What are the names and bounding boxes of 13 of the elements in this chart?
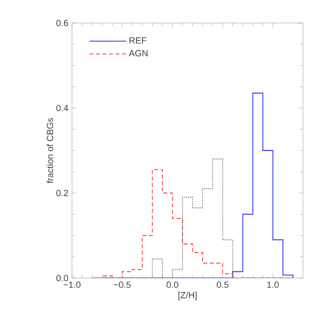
x-axis-title: [Z/H]: [178, 292, 197, 300]
y-tick-label: 0.2: [56, 190, 68, 196]
legend-label: AGN: [128, 50, 148, 56]
x-tick-label: −0.5: [114, 282, 131, 288]
y-tick-label: 0.4: [56, 104, 68, 112]
x-tick-label: 1.0: [267, 282, 279, 288]
y-axis-title: fraction of CBGs: [46, 118, 54, 184]
x-tick-label: 0.0: [166, 282, 178, 288]
x-tick-label: 0.5: [216, 282, 229, 288]
x-tick-label: −1.0: [64, 282, 81, 288]
y-tick-label: 0.0: [56, 274, 68, 282]
legend-label: REF: [130, 37, 146, 44]
y-tick-label: 0.6: [56, 20, 68, 26]
